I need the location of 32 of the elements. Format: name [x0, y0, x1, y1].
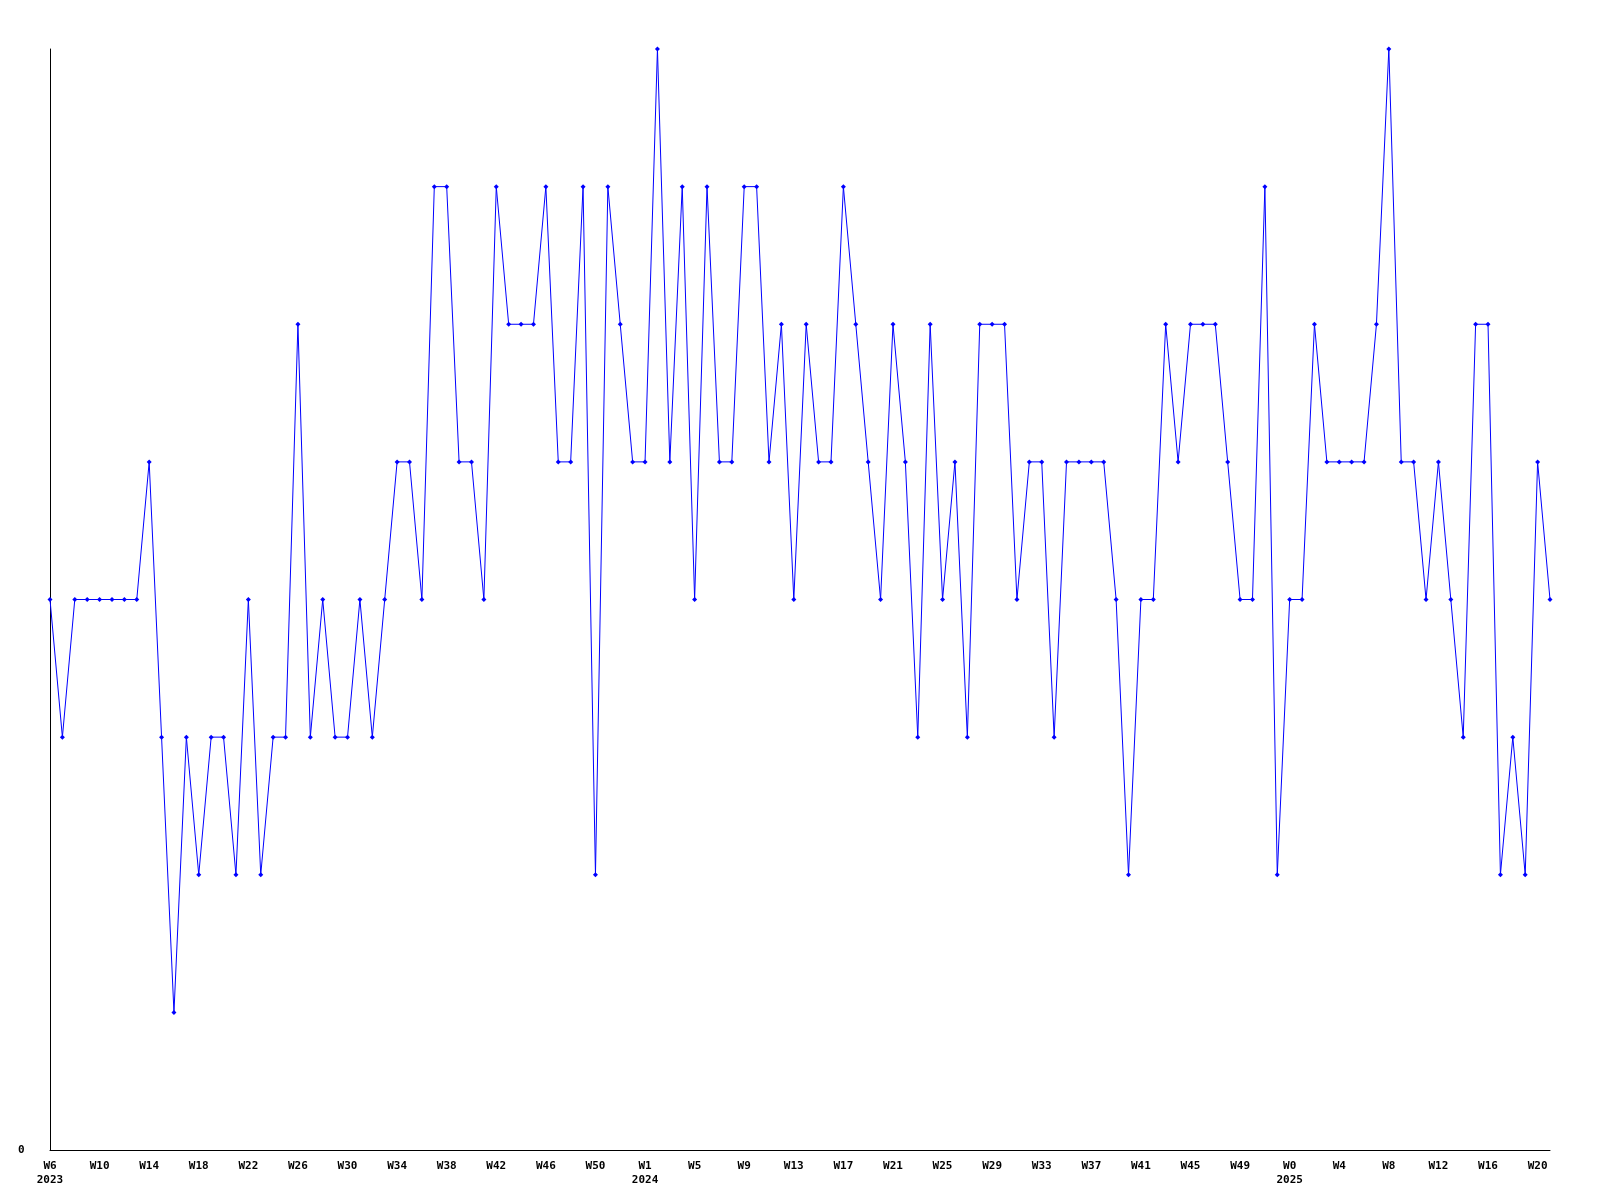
- x-tick-label: W18: [188, 1158, 209, 1172]
- x-tick-label: W20: [1527, 1158, 1548, 1172]
- x-tick-label: W16: [1478, 1158, 1499, 1172]
- x-tick-label: W13: [783, 1158, 804, 1172]
- x-tick-label: W30: [337, 1158, 358, 1172]
- x-tick-label: W17: [833, 1158, 854, 1172]
- x-tick-label: W45: [1180, 1158, 1201, 1172]
- x-tick-label: W29: [982, 1158, 1003, 1172]
- x-tick-label: W38: [436, 1158, 457, 1172]
- x-tick-label: W50: [585, 1158, 606, 1172]
- x-tick-label: W9: [737, 1158, 751, 1172]
- x-tick-label: W25: [932, 1158, 953, 1172]
- x-tick-label: W33: [1031, 1158, 1052, 1172]
- x-tick-label: W49: [1230, 1158, 1251, 1172]
- x-tick-label: W8: [1382, 1158, 1396, 1172]
- x-tick-label: W34: [387, 1158, 408, 1172]
- x-tick-label: W5: [688, 1158, 702, 1172]
- x-tick-label: W14: [139, 1158, 160, 1172]
- x-tick-label: W1 2024: [631, 1158, 659, 1186]
- x-tick-label: W41: [1130, 1158, 1152, 1172]
- x-tick-label: W22: [238, 1158, 259, 1172]
- x-tick-label: W12: [1428, 1158, 1449, 1172]
- x-tick-label: W46: [535, 1158, 557, 1172]
- x-tick-label: W10: [89, 1158, 110, 1172]
- x-tick-label: W0 2025: [1276, 1158, 1303, 1186]
- x-tick-label: W6 2023: [36, 1158, 64, 1186]
- text: 0: [18, 1143, 25, 1156]
- x-tick-label: W4: [1332, 1158, 1347, 1172]
- x-tick-label: W26: [288, 1158, 309, 1172]
- x-tick-label: W42: [486, 1158, 507, 1172]
- x-tick-label: W37: [1081, 1158, 1102, 1172]
- x-tick-label: W21: [883, 1158, 904, 1172]
